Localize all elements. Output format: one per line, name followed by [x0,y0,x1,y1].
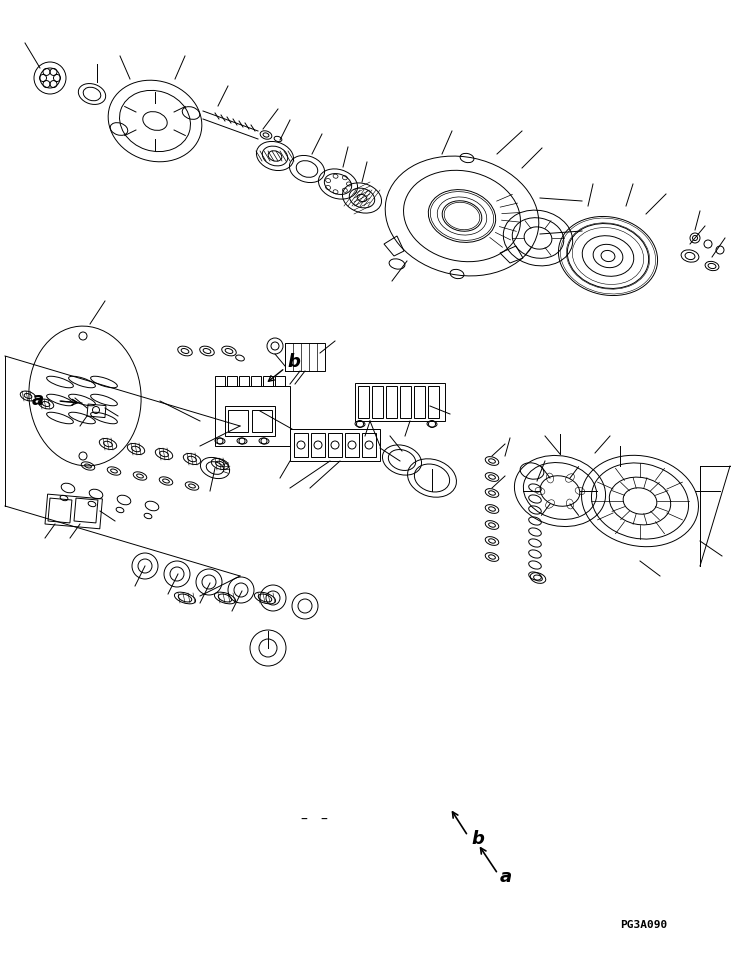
Bar [386,386,397,418]
Bar [74,498,98,523]
Bar [362,433,376,457]
Bar [215,376,225,386]
Bar [227,376,237,386]
Bar [251,376,261,386]
Bar [225,406,275,436]
Bar [252,410,272,432]
Text: –: – [320,813,327,827]
Bar [311,433,325,457]
Bar [400,386,411,418]
Bar [372,386,383,418]
Bar [263,376,273,386]
Text: b: b [287,353,300,371]
Bar [414,386,425,418]
Bar [328,433,342,457]
Bar [228,410,248,432]
Bar [215,386,290,446]
Bar [290,429,380,461]
Bar [48,498,72,523]
Bar [345,433,359,457]
Text: a: a [500,868,512,886]
Bar [275,376,285,386]
Text: a: a [32,391,44,409]
Bar [45,494,103,529]
Text: PG3A090: PG3A090 [620,920,667,930]
Text: –: – [300,813,307,827]
Bar [294,433,308,457]
Text: b: b [471,830,484,848]
Bar [358,386,369,418]
Bar [239,376,249,386]
Bar [355,383,445,421]
Bar [428,386,439,418]
Bar [285,343,325,371]
Bar [87,404,106,418]
